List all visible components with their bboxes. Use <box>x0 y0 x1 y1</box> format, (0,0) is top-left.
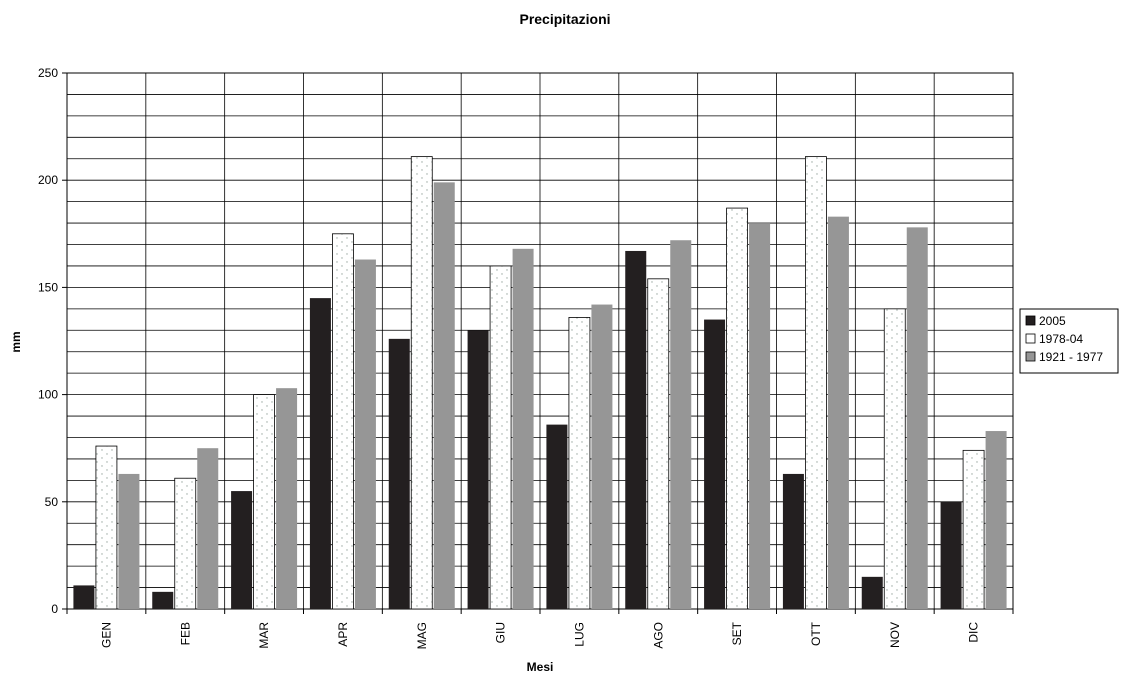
x-tick-label-mar: MAR <box>257 622 271 649</box>
legend-swatch-2 <box>1025 333 1036 344</box>
bar-mag-series-1 <box>388 338 410 609</box>
legend-swatch-3 <box>1025 351 1036 362</box>
x-tick-label-feb: FEB <box>178 622 192 645</box>
x-tick-label-giu: GIU <box>494 622 508 643</box>
bar-ott-series-2 <box>805 156 827 610</box>
x-axis-title: Mesi <box>527 660 554 674</box>
legend-label-1: 2005 <box>1039 314 1066 328</box>
bar-lug-series-2 <box>568 317 591 610</box>
bar-feb-series-3 <box>197 448 219 609</box>
bar-feb-series-2 <box>174 477 197 610</box>
x-tick-label-nov: NOV <box>888 622 902 648</box>
bar-ott-series-3 <box>827 216 849 609</box>
x-tick-label-ago: AGO <box>651 622 665 649</box>
bar-set-series-1 <box>704 319 726 609</box>
legend: 2005 1978-04 1921 - 1977 <box>1019 308 1119 374</box>
bar-giu-series-3 <box>512 248 534 610</box>
bar-gen-series-1 <box>73 585 95 609</box>
y-tick-label: 100 <box>38 388 58 402</box>
y-tick-label: 200 <box>38 173 58 187</box>
x-tick-label-ott: OTT <box>809 621 823 646</box>
bar-giu-series-1 <box>467 330 489 609</box>
bar-mag-series-3 <box>433 182 455 609</box>
bar-apr-series-1 <box>309 298 331 609</box>
bar-ott-series-1 <box>782 473 804 609</box>
bar-ago-series-3 <box>670 240 692 609</box>
bar-nov-series-3 <box>906 227 928 610</box>
bar-feb-series-1 <box>152 591 174 609</box>
chart-title: Precipitazioni <box>519 11 610 27</box>
y-tick-label: 0 <box>51 602 58 616</box>
bar-mar-series-3 <box>276 388 298 609</box>
bar-ago-series-2 <box>647 278 670 610</box>
x-tick-label-set: SET <box>730 621 744 645</box>
x-axis: GEN FEB MAR APR MAG GIU LUG AGO SET OTT NOV DIC <box>66 609 1014 649</box>
bar-mar-series-1 <box>231 491 253 609</box>
bar-set-series-2 <box>726 207 748 610</box>
x-tick-label-lug: LUG <box>572 622 586 647</box>
bar-gen-series-3 <box>118 473 140 609</box>
bar-mag-series-2 <box>410 156 433 610</box>
gridlines <box>67 73 1013 609</box>
legend-box <box>1019 308 1119 374</box>
bar-ago-series-1 <box>625 250 647 609</box>
bar-apr-series-3 <box>354 259 376 609</box>
bar-dic-series-2 <box>962 449 985 610</box>
y-tick-label: 50 <box>45 495 59 509</box>
bar-gen-series-2 <box>95 445 118 610</box>
bar-apr-series-2 <box>332 233 354 610</box>
x-tick-label-dic: DIC <box>967 622 981 643</box>
bar-dic-series-3 <box>985 431 1007 609</box>
bar-mar-series-2 <box>253 394 275 610</box>
legend-swatch-1 <box>1025 315 1036 326</box>
bar-nov-series-2 <box>883 308 906 610</box>
bar-giu-series-2 <box>489 265 512 610</box>
x-tick-label-mag: MAG <box>415 622 429 649</box>
y-axis: 0 50 100 150 200 250 <box>38 66 67 616</box>
bar-lug-series-3 <box>591 304 613 609</box>
y-axis-title: mm <box>9 331 23 352</box>
legend-label-3: 1921 - 1977 <box>1039 350 1103 364</box>
bar-set-series-3 <box>749 223 771 609</box>
y-tick-label: 150 <box>38 280 58 294</box>
y-tick-label: 250 <box>38 66 58 80</box>
x-tick-label-apr: APR <box>336 622 350 647</box>
bar-nov-series-1 <box>861 576 883 609</box>
bar-dic-series-1 <box>940 501 962 609</box>
legend-label-2: 1978-04 <box>1039 332 1083 346</box>
bar-lug-series-1 <box>546 424 568 609</box>
x-tick-label-gen: GEN <box>99 622 113 648</box>
bars <box>73 156 1007 610</box>
